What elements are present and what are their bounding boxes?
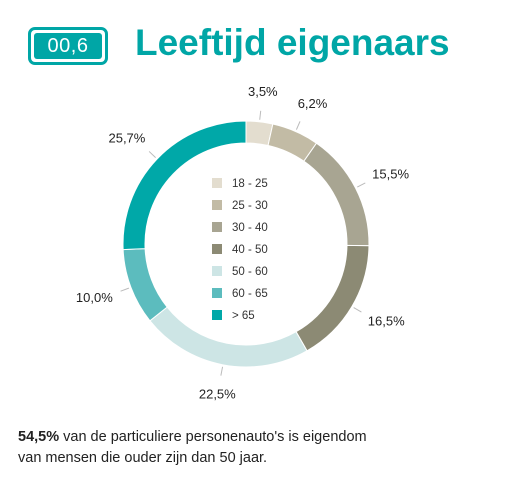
label-connector bbox=[357, 182, 366, 188]
donut-slice bbox=[295, 244, 370, 352]
label-connector bbox=[120, 287, 130, 292]
donut-slice bbox=[303, 142, 370, 247]
legend-swatch bbox=[212, 266, 222, 276]
legend-label: 60 - 65 bbox=[232, 288, 268, 300]
donut-slice bbox=[122, 248, 168, 322]
legend-label: 25 - 30 bbox=[232, 200, 268, 212]
slice-label: 25,7% bbox=[108, 130, 145, 145]
legend-swatch bbox=[212, 310, 222, 320]
slice-label: 22,5% bbox=[199, 386, 236, 401]
label-connector bbox=[353, 307, 362, 313]
legend: 18 - 25 25 - 30 30 - 40 40 - 50 50 - 60 60 - … bbox=[212, 178, 268, 322]
badge: 00,6 bbox=[28, 27, 108, 65]
footnote-text-line2: van mensen die ouder zijn dan 50 jaar. bbox=[18, 450, 268, 466]
legend-swatch bbox=[212, 200, 222, 210]
legend-label: 18 - 25 bbox=[232, 178, 268, 190]
donut-slice bbox=[149, 306, 308, 368]
label-connectors bbox=[120, 110, 366, 376]
legend-swatch bbox=[212, 178, 222, 188]
badge-label: 00,6 bbox=[34, 33, 102, 59]
slice-label: 10,0% bbox=[76, 290, 113, 305]
label-connector bbox=[259, 110, 262, 120]
footnote-highlight: 54,5% bbox=[18, 429, 60, 445]
donut-slice bbox=[122, 120, 247, 251]
legend-label: 30 - 40 bbox=[232, 222, 268, 234]
legend-label: > 65 bbox=[232, 310, 255, 322]
label-connector bbox=[295, 121, 301, 130]
slice-label: 15,5% bbox=[372, 166, 409, 181]
legend-label: 50 - 60 bbox=[232, 266, 268, 278]
slice-label: 6,2% bbox=[298, 96, 328, 111]
slice-label: 16,5% bbox=[368, 314, 405, 329]
legend-swatch bbox=[212, 288, 222, 298]
legend-label: 40 - 50 bbox=[232, 244, 268, 256]
donut-slices bbox=[122, 120, 370, 368]
legend-swatch bbox=[212, 222, 222, 232]
footnote: 54,5% van de particuliere personenauto's… bbox=[18, 427, 488, 469]
legend-swatch bbox=[212, 244, 222, 254]
page-title: Leeftijd eigenaars bbox=[135, 22, 450, 63]
slice-labels: 3,5% 6,2% 15,5% 16,5% 22,5% 10,0% 25,7% bbox=[76, 84, 410, 401]
slice-label: 3,5% bbox=[248, 84, 278, 99]
donut-chart: 3,5% 6,2% 15,5% 16,5% 22,5% 10,0% 25,7% 18 - 2… bbox=[76, 84, 410, 401]
label-connector bbox=[220, 366, 224, 376]
label-connector bbox=[148, 151, 156, 159]
footnote-text-line1: van de particuliere personenauto's is ei… bbox=[59, 429, 367, 445]
